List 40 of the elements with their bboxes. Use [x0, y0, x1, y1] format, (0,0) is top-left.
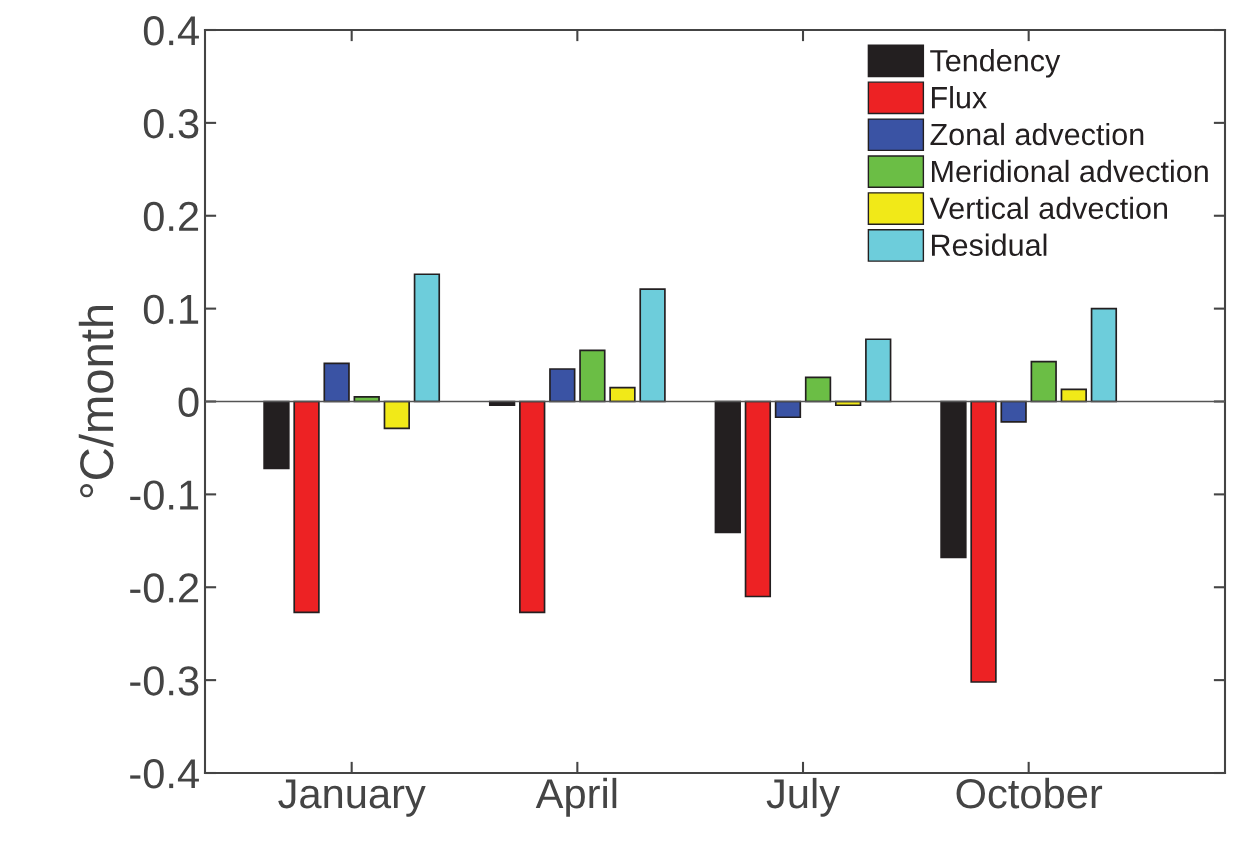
y-tick-label: 0.2	[143, 201, 199, 232]
bar	[1000, 400, 1027, 423]
bar	[549, 368, 576, 403]
y-tick-label: 0.3	[143, 108, 199, 139]
bar	[970, 400, 997, 683]
x-tick-label: January	[278, 779, 426, 817]
legend-label: Residual	[932, 233, 1047, 257]
bar	[639, 288, 666, 403]
y-tick-label: 0	[178, 387, 199, 418]
legend-label: Tendency	[930, 49, 1061, 78]
legend-label: Vertical advection	[929, 196, 1167, 220]
bar	[804, 376, 832, 403]
legend-label: Zonal advection	[930, 122, 1144, 146]
bar	[714, 400, 741, 534]
bar	[774, 400, 802, 419]
legend-label: Flux	[932, 86, 987, 109]
bar	[609, 386, 636, 403]
x-tick-label: July	[766, 777, 840, 817]
y-tick-label: 0.4	[143, 16, 199, 46]
bar	[1090, 307, 1118, 403]
y-tick-label: -0.4	[130, 759, 199, 789]
bar	[383, 400, 410, 430]
bar	[579, 349, 606, 403]
bar	[744, 400, 772, 598]
bar	[323, 362, 350, 403]
bar	[940, 400, 967, 559]
x-tick-label: October	[956, 777, 1103, 809]
bar	[263, 400, 290, 470]
y-tick-label: -0.2	[130, 573, 199, 603]
x-tick-label: April	[535, 777, 617, 817]
legend-label: Meridional advection	[932, 159, 1208, 183]
bar	[865, 338, 892, 403]
bar	[1030, 360, 1057, 403]
bar	[293, 400, 320, 614]
y-tick-label: 0.1	[143, 294, 199, 325]
y-axis-title: °C/month	[78, 305, 114, 498]
y-tick-label: -0.3	[130, 666, 199, 696]
y-tick-label: -0.1	[130, 480, 199, 510]
bar	[413, 273, 441, 403]
bar	[519, 400, 546, 614]
